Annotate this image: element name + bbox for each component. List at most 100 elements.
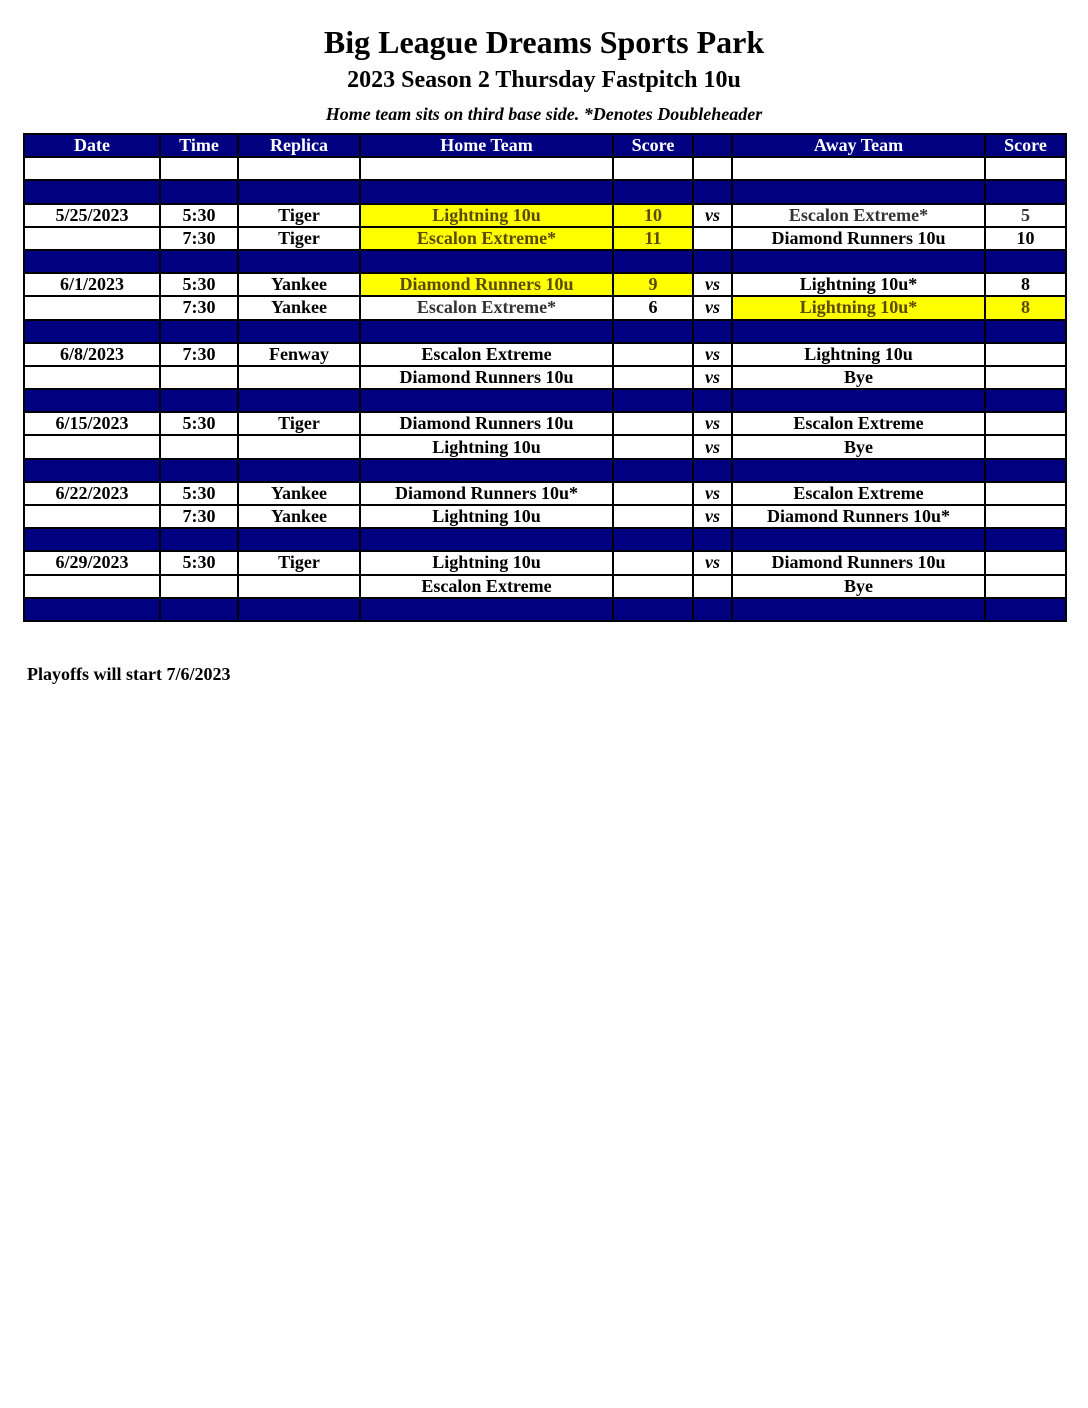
away-team-cell: Escalon Extreme xyxy=(731,411,986,437)
away-score-cell xyxy=(984,156,1067,182)
home-team-cell: Lightning 10u xyxy=(359,550,614,576)
time-cell: 7:30 xyxy=(159,295,239,321)
away-team-cell: Lightning 10u xyxy=(731,341,986,367)
away-score-cell xyxy=(984,364,1067,391)
away-score-cell xyxy=(984,434,1067,460)
home-score-cell xyxy=(612,318,694,344)
time-cell xyxy=(159,527,239,553)
game-row: 6/8/2023 7:30 Fenway Escalon Extreme vs Light… xyxy=(23,341,1067,367)
game-row: 5/25/2023 5:30 Tiger Lightning 10u 10 vs Escal… xyxy=(23,202,1067,228)
col-time: Time xyxy=(159,132,239,159)
date-cell xyxy=(23,596,161,622)
home-team-cell xyxy=(359,596,614,622)
vs-cell xyxy=(692,573,733,599)
date-cell xyxy=(23,364,161,391)
away-team-cell: Lightning 10u* xyxy=(731,295,986,321)
time-cell: 7:30 xyxy=(159,341,239,367)
date-cell xyxy=(23,503,161,530)
away-score-cell xyxy=(984,550,1067,576)
home-team-cell: Escalon Extreme xyxy=(359,573,614,599)
home-team-cell xyxy=(359,179,614,205)
vs-cell: vs xyxy=(692,480,733,507)
time-cell xyxy=(159,364,239,391)
away-score-cell: 5 xyxy=(984,202,1067,228)
away-team-cell: Escalon Extreme xyxy=(731,480,986,507)
home-team-cell xyxy=(359,388,614,414)
replica-cell: Tiger xyxy=(237,411,361,437)
game-row: 6/15/2023 5:30 Tiger Diamond Runners 10u vs E… xyxy=(23,411,1067,437)
time-cell xyxy=(159,248,239,275)
time-cell xyxy=(159,457,239,483)
vs-cell: vs xyxy=(692,434,733,460)
home-team-cell: Lightning 10u xyxy=(359,202,614,228)
time-cell: 5:30 xyxy=(159,411,239,437)
home-team-cell xyxy=(359,457,614,483)
away-score-cell xyxy=(984,248,1067,275)
col-home-team: Home Team xyxy=(359,132,614,159)
home-score-cell xyxy=(612,573,694,599)
replica-cell xyxy=(237,527,361,553)
game-row: Escalon Extreme Bye xyxy=(23,573,1067,599)
away-score-cell: 8 xyxy=(984,295,1067,321)
away-score-cell xyxy=(984,457,1067,483)
date-cell xyxy=(23,179,161,205)
home-score-cell xyxy=(612,457,694,483)
away-score-cell xyxy=(984,573,1067,599)
away-team-cell: Diamond Runners 10u* xyxy=(731,503,986,530)
home-team-cell: Escalon Extreme xyxy=(359,341,614,367)
replica-cell: Yankee xyxy=(237,480,361,507)
time-cell: 7:30 xyxy=(159,503,239,530)
date-cell xyxy=(23,527,161,553)
home-score-cell xyxy=(612,411,694,437)
home-score-cell xyxy=(612,179,694,205)
separator-row xyxy=(23,248,1067,275)
home-team-cell xyxy=(359,156,614,182)
away-team-cell: Escalon Extreme* xyxy=(731,202,986,228)
vs-cell: vs xyxy=(692,295,733,321)
replica-cell xyxy=(237,573,361,599)
vs-cell: vs xyxy=(692,341,733,367)
replica-cell xyxy=(237,596,361,622)
time-cell: 5:30 xyxy=(159,272,239,298)
time-cell xyxy=(159,596,239,622)
replica-cell xyxy=(237,364,361,391)
time-cell xyxy=(159,388,239,414)
vs-cell xyxy=(692,457,733,483)
date-cell: 6/29/2023 xyxy=(23,550,161,576)
away-score-cell xyxy=(984,411,1067,437)
date-cell: 6/15/2023 xyxy=(23,411,161,437)
replica-cell xyxy=(237,388,361,414)
date-cell xyxy=(23,156,161,182)
replica-cell: Yankee xyxy=(237,272,361,298)
away-score-cell xyxy=(984,318,1067,344)
col-away-score: Score xyxy=(984,132,1067,159)
home-team-cell xyxy=(359,527,614,553)
col-vs xyxy=(692,132,733,159)
replica-cell: Yankee xyxy=(237,295,361,321)
time-cell xyxy=(159,318,239,344)
away-score-cell xyxy=(984,179,1067,205)
replica-cell xyxy=(237,457,361,483)
replica-cell: Tiger xyxy=(237,202,361,228)
schedule-table: Date Time Replica Home Team Score Away T… xyxy=(23,132,1067,622)
vs-cell xyxy=(692,156,733,182)
away-team-cell xyxy=(731,248,986,275)
time-cell: 5:30 xyxy=(159,480,239,507)
date-cell: 6/22/2023 xyxy=(23,480,161,507)
vs-cell: vs xyxy=(692,411,733,437)
away-team-cell: Diamond Runners 10u xyxy=(731,225,986,251)
date-cell: 5/25/2023 xyxy=(23,202,161,228)
replica-cell xyxy=(237,156,361,182)
col-replica: Replica xyxy=(237,132,361,159)
separator-row xyxy=(23,179,1067,205)
separator-row xyxy=(23,388,1067,414)
home-score-cell xyxy=(612,388,694,414)
home-score-cell: 9 xyxy=(612,272,694,298)
col-home-score: Score xyxy=(612,132,694,159)
blank-row xyxy=(23,156,1067,182)
date-cell: 6/8/2023 xyxy=(23,341,161,367)
replica-cell xyxy=(237,318,361,344)
home-score-cell xyxy=(612,527,694,553)
home-score-cell xyxy=(612,596,694,622)
game-row: 7:30 Yankee Lightning 10u vs Diamond Runners… xyxy=(23,503,1067,530)
